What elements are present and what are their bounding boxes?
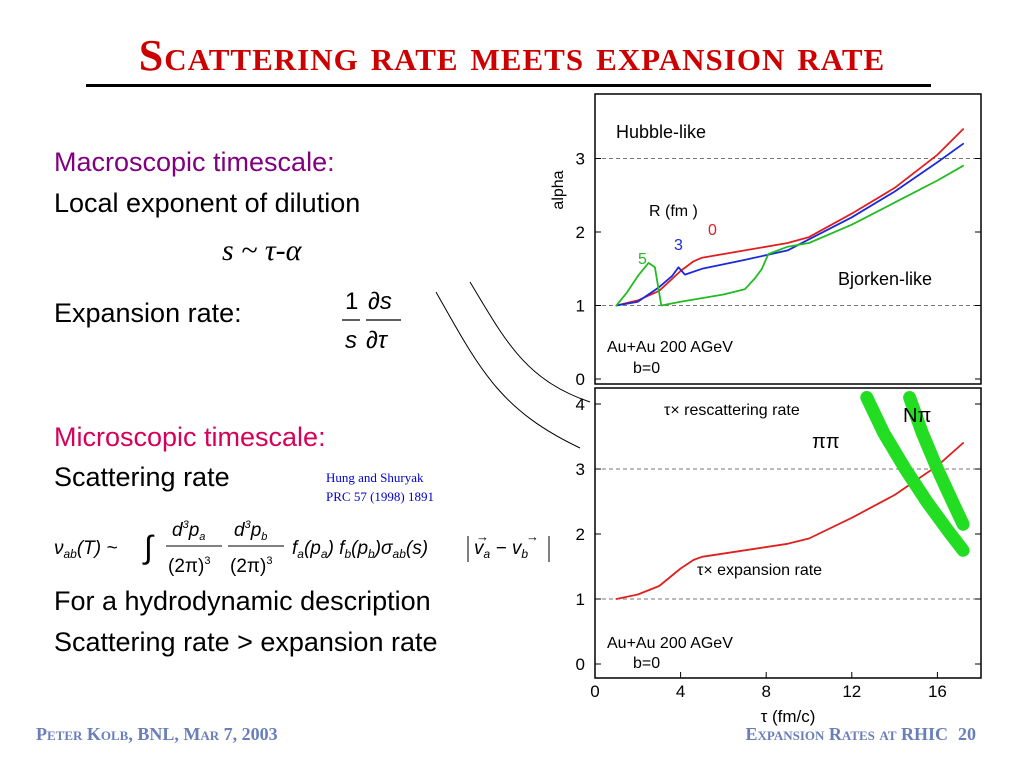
- bot-y-tick-label-0: 0: [576, 655, 585, 674]
- dilution-formula: s ~ τ-α: [222, 234, 302, 267]
- alpha-panel: 0 1 2 3 alpha Hubble-like Bjorken-like R (f…: [550, 93, 982, 389]
- bottom-impact-label: b=0: [633, 655, 660, 672]
- footer-topic: Expansion Rates at RHIC: [745, 724, 948, 744]
- scattering-formula: νab(T) ~ ∫ d3pa (2π)3 d3pb (2π)3 fa(pa) …: [54, 519, 550, 577]
- svg-text:∂τ: ∂τ: [366, 327, 389, 354]
- bot-x-tick-label-2: 8: [761, 682, 770, 701]
- footer-author: Peter Kolb, BNL, Mar 7, 2003: [36, 724, 278, 744]
- title-underline: [86, 84, 931, 87]
- conclusion-line-1: For a hydrodynamic description: [54, 586, 431, 616]
- bot-y-tick-label-2: 2: [576, 525, 585, 544]
- pi-pi-label: ππ: [812, 431, 840, 453]
- micro-text: Scattering rate: [54, 462, 230, 492]
- bot-x-tick-label-4: 16: [928, 682, 947, 701]
- top-y-tick-label-2: 2: [576, 223, 585, 242]
- top-series-line-2: [615, 164, 964, 307]
- series-3-label: 3: [674, 237, 683, 254]
- top-series-line-1: [615, 142, 964, 307]
- expansion-rate-label: τ× expansion rate: [697, 562, 822, 579]
- citation: Hung and Shuryak PRC 57 (1998) 1891: [326, 468, 434, 506]
- bot-x-tick-label-1: 4: [676, 682, 685, 701]
- top-y-tick-label-0: 0: [576, 370, 585, 389]
- svg-text:(2π)3: (2π)3: [168, 555, 210, 577]
- tau-axis-label: τ (fm/c): [761, 707, 816, 726]
- bjorken-like-label: Bjorken-like: [838, 269, 932, 289]
- citation-journal: PRC 57 (1998) 1891: [326, 489, 434, 504]
- alpha-panel-frame: [594, 93, 982, 385]
- series-5-label: 5: [638, 251, 647, 268]
- n-pi-label: Nπ: [903, 405, 931, 427]
- page-number: 20: [958, 724, 976, 744]
- svg-text:s: s: [345, 327, 357, 354]
- svg-text:∂s: ∂s: [368, 288, 392, 315]
- rescattering-label: τ× rescattering rate: [664, 402, 800, 419]
- top-y-tick-label-1: 1: [576, 297, 585, 316]
- top-system-label: Au+Au 200 AGeV: [607, 339, 733, 356]
- expansion-formula: 1 s ∂s ∂τ: [342, 288, 401, 354]
- bottom-system-label: Au+Au 200 AGeV: [607, 635, 733, 652]
- bot-series-line-0: [615, 442, 964, 600]
- macro-text: Local exponent of dilution: [54, 188, 361, 218]
- micro-heading: Microscopic timescale:: [54, 422, 326, 452]
- svg-text:1: 1: [345, 288, 358, 315]
- hubble-like-label: Hubble-like: [616, 122, 706, 142]
- citation-authors: Hung and Shuryak: [326, 470, 424, 485]
- bot-x-tick-label-0: 0: [590, 682, 599, 701]
- bot-y-tick-label-3: 3: [576, 460, 585, 479]
- bot-x-tick-label-3: 12: [842, 682, 861, 701]
- macro-heading: Macroscopic timescale:: [54, 147, 335, 177]
- alpha-axis-label: alpha: [550, 170, 567, 209]
- conclusion-line-2: Scattering rate > expansion rate: [54, 627, 438, 657]
- bot-y-tick-label-1: 1: [576, 590, 585, 609]
- svg-text:∫: ∫: [142, 529, 155, 565]
- bot-series-line-2: [903, 391, 970, 531]
- top-impact-label: b=0: [633, 360, 660, 377]
- bot-series-line-1: [860, 391, 970, 557]
- bot-y-tick-label-4: 4: [576, 395, 585, 414]
- slide-title: Scattering rate meets expansion rate: [138, 31, 886, 80]
- svg-text:→: →: [476, 529, 489, 544]
- series-0-label: 0: [708, 222, 717, 239]
- connector-line-upper: [469, 281, 591, 403]
- svg-text:→: →: [526, 529, 539, 544]
- expansion-label: Expansion rate:: [54, 298, 242, 328]
- svg-text:(2π)3: (2π)3: [230, 555, 272, 577]
- radius-label: R (fm ): [649, 203, 698, 220]
- top-y-tick-label-3: 3: [576, 150, 585, 169]
- connector-line-lower: [435, 291, 581, 449]
